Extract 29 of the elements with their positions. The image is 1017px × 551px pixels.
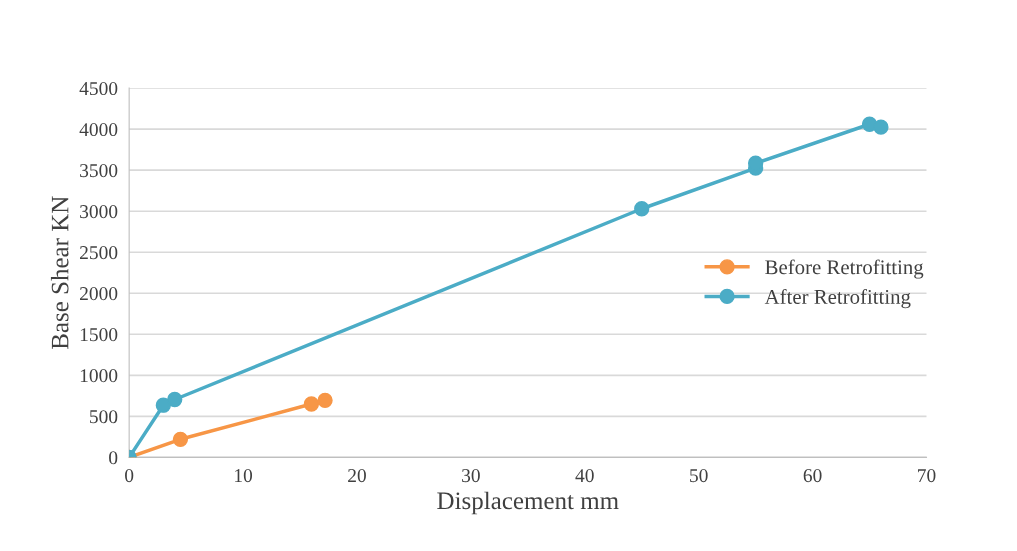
x-tick-label: 50 (690, 469, 708, 483)
y-tick-label: 3000 (80, 205, 118, 219)
y-tick-label: 0 (109, 451, 118, 465)
legend-label: After Retrofitting (764, 289, 911, 309)
point (303, 396, 320, 412)
x-tick-label: 10 (235, 469, 253, 483)
y-tick-label: 1500 (80, 328, 118, 342)
point (317, 392, 333, 408)
y-tick-label: 500 (90, 410, 118, 424)
point (873, 119, 889, 135)
x-tick-label: 20 (348, 469, 366, 483)
point (634, 201, 650, 217)
y-tick-label: 2000 (80, 287, 118, 301)
x-axis-title: Displacement mm (437, 491, 619, 515)
x-tick-label: 60 (803, 469, 822, 483)
point (172, 431, 189, 447)
x-tick-label: 70 (918, 469, 936, 483)
x-tick-label: 0 (125, 469, 134, 483)
x-tick-label: 40 (575, 469, 594, 483)
y-tick-label: 4500 (79, 81, 118, 96)
y-tick-label: 3500 (80, 164, 118, 178)
legend-label: Before Retrofitting (765, 259, 924, 279)
x-tick-label: 30 (462, 469, 480, 483)
y-axis-title: Base Shear KN (50, 196, 69, 350)
y-tick-label: 2500 (80, 246, 118, 260)
y-tick-label: 4000 (79, 122, 118, 137)
y-tick-label: 1000 (80, 369, 118, 383)
point (167, 391, 183, 408)
point (155, 397, 171, 413)
